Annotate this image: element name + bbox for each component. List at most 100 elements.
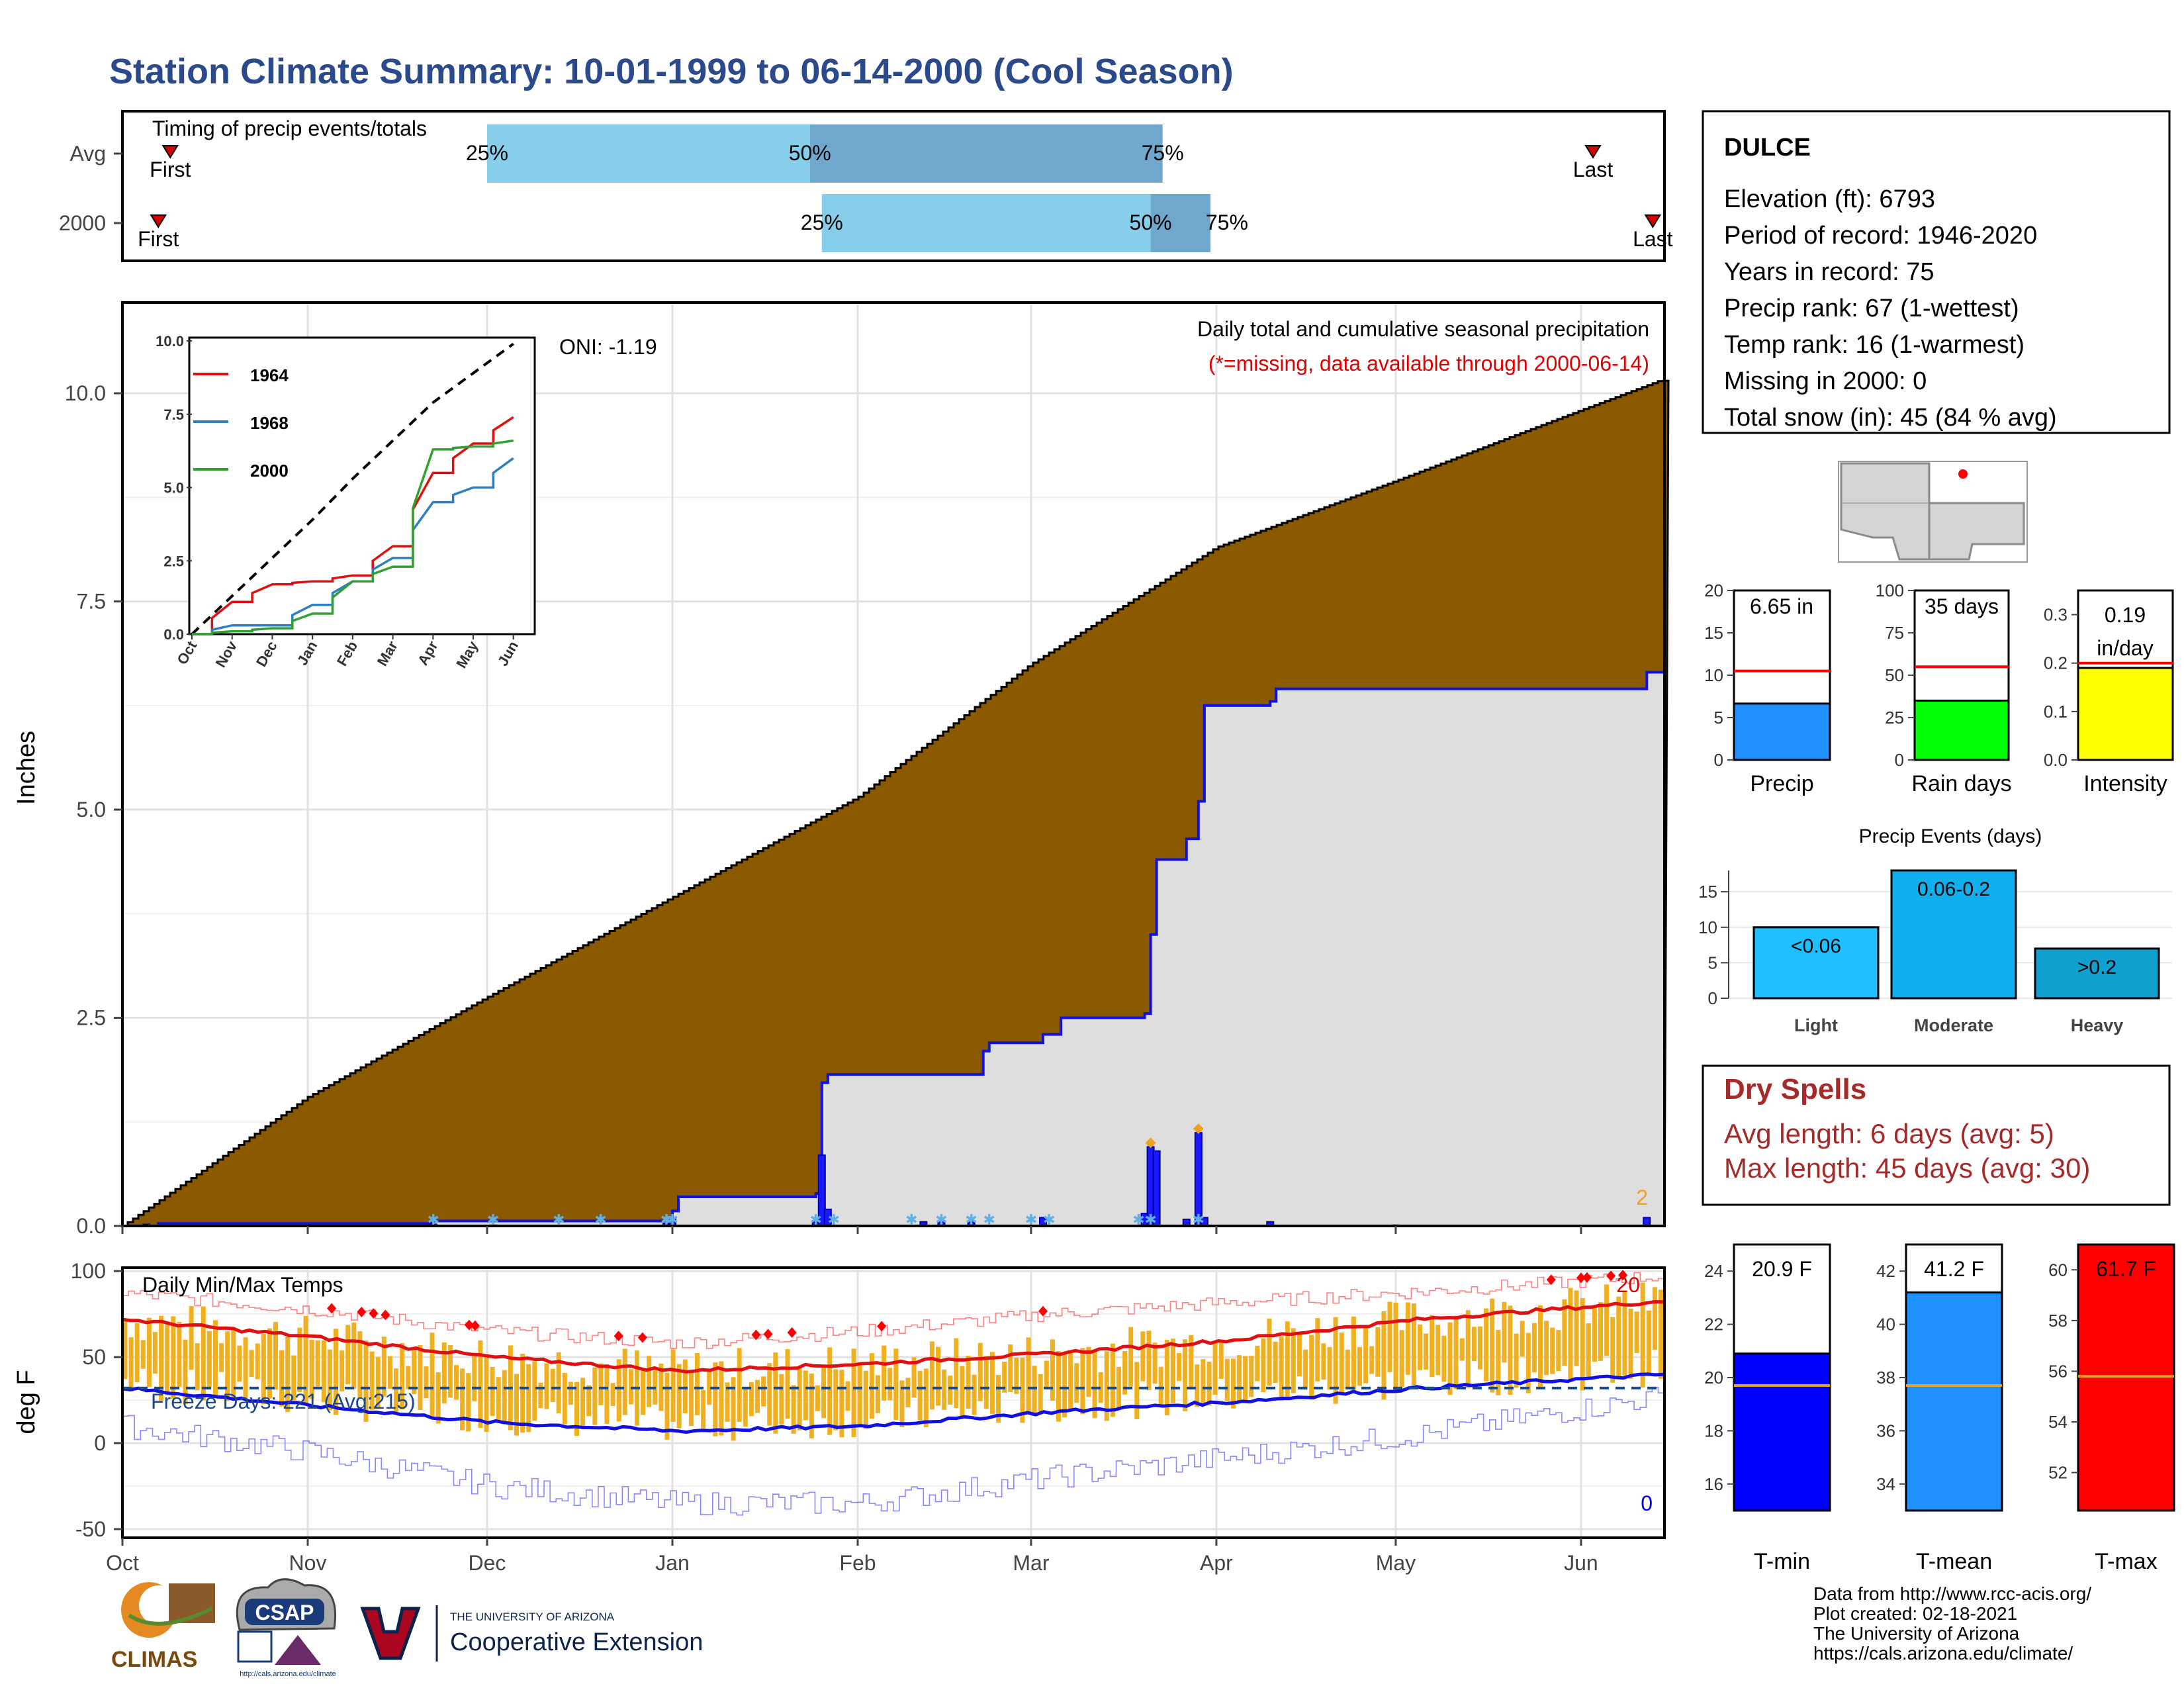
daily-temp-bar — [1026, 1337, 1031, 1413]
timing-title: Timing of precip events/totals — [152, 117, 427, 140]
record-high-marker — [763, 1329, 773, 1340]
station-name: DULCE — [1724, 134, 1811, 162]
daily-temp-bar — [731, 1377, 736, 1441]
daily-temp-bar — [1484, 1308, 1489, 1382]
snow-marker: ✱ — [905, 1211, 917, 1228]
credit-line-1: Data from http://www.rcc-acis.org/ — [1813, 1583, 2091, 1604]
daily-temp-bar — [1146, 1331, 1152, 1391]
record-high-marker — [1546, 1274, 1556, 1286]
precip-ytick-label: 10.0 — [65, 381, 106, 405]
daily-temp-bar — [1104, 1351, 1109, 1421]
daily-temp-bar — [231, 1327, 236, 1398]
daily-temp-bar — [1038, 1374, 1043, 1412]
record-high-marker — [787, 1327, 797, 1338]
mini-label-raindays: 35 days — [1925, 594, 1999, 618]
daily-temp-bar — [592, 1367, 598, 1425]
month-label: Nov — [289, 1551, 327, 1575]
daily-temp-bar — [1297, 1334, 1302, 1377]
daily-temp-bar — [1598, 1302, 1603, 1361]
daily-temp-bar — [225, 1331, 230, 1401]
inset-legend: 1964 1968 2000 — [193, 365, 289, 481]
mini-ytick-label: 0 — [1895, 750, 1904, 770]
daily-temp-bar — [803, 1370, 808, 1421]
precip-corner-count: 2 — [1636, 1186, 1648, 1209]
daily-temp-bar — [345, 1325, 351, 1385]
daily-temp-bar — [899, 1380, 905, 1427]
precip-ytick-label: 2.5 — [77, 1006, 106, 1030]
daily-temp-bar — [303, 1315, 308, 1405]
cumulative-precip-area — [122, 379, 1670, 1227]
tbar-ytick-label: 40 — [1876, 1315, 1895, 1335]
daily-temp-bar — [1243, 1356, 1248, 1401]
daily-temp-bar — [1634, 1311, 1639, 1354]
events-ytick-label: 5 — [1708, 953, 1717, 972]
daily-temp-bar — [243, 1337, 248, 1399]
daily-temp-bar — [146, 1317, 152, 1387]
tbar-ytick-label: 58 — [2048, 1311, 2068, 1331]
daily-temp-bar — [923, 1368, 929, 1428]
daily-temp-bar — [1580, 1297, 1585, 1391]
tbar-ytick-label: 34 — [1876, 1474, 1895, 1494]
daily-temp-bar — [1206, 1361, 1212, 1406]
daily-temp-bar — [863, 1370, 868, 1429]
daily-precip-bars: ✱ ✱ ✱ ✱ ✱✱ ✱ ✱ ✱ ✱ ✱ ✱ ✱ ✱ ✱ ✱ ✱ — [142, 1123, 1651, 1228]
daily-temp-bar — [905, 1378, 911, 1407]
daily-temp-bar — [737, 1348, 742, 1423]
snow-marker: ✱ — [828, 1211, 840, 1228]
station-precip-rank: Precip rank: 67 (1-wettest) — [1724, 295, 2019, 322]
snow-marker: ✱ — [1132, 1211, 1144, 1228]
daily-temp-bar — [954, 1338, 959, 1409]
tbar-name-T-max: T-max — [2095, 1549, 2157, 1574]
daily-temp-bar — [297, 1327, 302, 1392]
temp-summary-bars: 16 18 20 22 24 20.9 F T-min 34 36 38 40 42 41.2 F T-m… — [1704, 1243, 2175, 1574]
tbar-ytick-label: 54 — [2048, 1412, 2068, 1432]
mini-ytick-label: 0.1 — [2044, 702, 2068, 722]
daily-temp-bar — [1068, 1352, 1073, 1412]
events-bar-label-Light: <0.06 — [1791, 935, 1841, 957]
daily-temp-bar — [1092, 1350, 1097, 1419]
inset-ytick-label: 7.5 — [163, 406, 184, 423]
daily-temp-bar — [1447, 1322, 1453, 1395]
record-high-marker — [470, 1320, 480, 1331]
mini-name-Precip: Precip — [1750, 771, 1813, 796]
daily-temp-bar — [1327, 1346, 1332, 1390]
dry-spells-title: Dry Spells — [1724, 1073, 1866, 1105]
daily-temp-bar — [315, 1340, 320, 1387]
observed-cumulative-fill — [122, 672, 1664, 1226]
daily-temp-bar — [1610, 1317, 1615, 1383]
daily-temp-bar — [1574, 1290, 1579, 1366]
daily-temp-bar — [1128, 1327, 1134, 1387]
temp-content — [122, 1270, 1665, 1516]
daily-temp-bar — [1525, 1333, 1531, 1393]
inset-ytick-label: 5.0 — [163, 480, 184, 496]
credits: Data from http://www.rcc-acis.org/ Plot … — [1813, 1583, 2091, 1664]
daily-temp-bar — [911, 1357, 917, 1398]
daily-temp-bar — [171, 1316, 176, 1399]
inset-ytick-label: 0.0 — [163, 626, 184, 643]
tbar-label-T-max: 61.7 F — [2096, 1257, 2156, 1281]
daily-temp-bar — [761, 1376, 766, 1407]
timing-bars: 25% 50% 75% First Last 25% 50% 75% First Last — [138, 124, 1673, 252]
daily-temp-bar — [363, 1340, 369, 1422]
daily-temp-bar — [1074, 1363, 1079, 1403]
daily-temp-bar — [1628, 1308, 1633, 1380]
month-axis: Oct Nov Dec Jan Feb Mar Apr May Jun — [106, 1226, 1598, 1575]
daily-temp-bar — [1556, 1330, 1561, 1372]
daily-temp-bar — [983, 1356, 989, 1409]
precip-ytick-label: 5.0 — [77, 798, 106, 821]
daily-temp-bar — [568, 1382, 573, 1405]
daily-temp-bar — [526, 1364, 531, 1432]
daily-temp-bar — [1183, 1339, 1188, 1411]
daily-temp-bar — [351, 1322, 357, 1389]
mini-ytick-label: 50 — [1885, 665, 1904, 685]
precip-ytick-label: 7.5 — [77, 590, 106, 614]
page-title: Station Climate Summary: 10-01-1999 to 0… — [109, 52, 1234, 91]
daily-temp-bar — [647, 1356, 652, 1407]
daily-temp-bar — [942, 1369, 947, 1410]
daily-temp-bar — [1032, 1366, 1037, 1417]
timing-p25-Avg: 25% — [466, 141, 508, 165]
tbar-ytick-label: 38 — [1876, 1368, 1895, 1387]
daily-temp-bar — [869, 1353, 874, 1419]
snow-marker: ✱ — [666, 1211, 678, 1228]
daily-temp-bar — [183, 1339, 188, 1405]
